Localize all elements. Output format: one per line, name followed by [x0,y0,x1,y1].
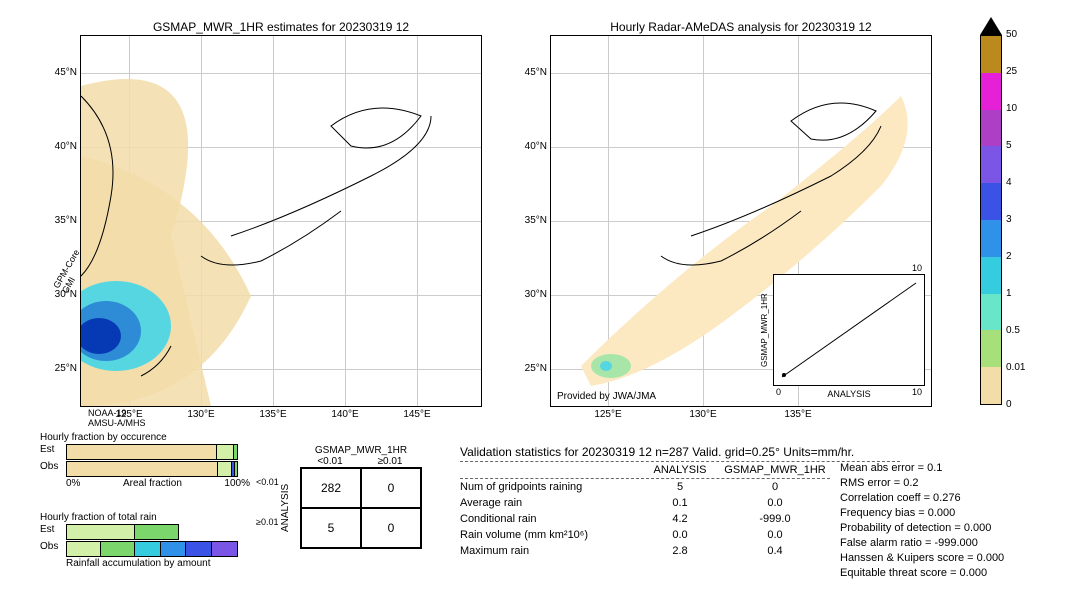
lat-tick: 40°N [517,141,547,153]
lon-tick: 125°E [588,409,628,420]
ct-cell: 5 [301,508,361,548]
frac-0pct: 0% [66,478,80,489]
stats-col2: GSMAP_MWR_1HR [720,464,830,476]
lon-tick: 130°E [181,409,221,420]
fraction-tot-title: Hourly fraction of total rain [40,512,250,523]
ct-cell: 0 [361,508,421,548]
lat-tick: 25°N [47,363,77,375]
lon-tick: 135°E [253,409,293,420]
fraction-occurrence: Hourly fraction by occurence EstObs 0% A… [40,432,250,489]
scatter-inset: ANALYSIS GSMAP_MWR_1HR 10 0 10 [773,274,925,386]
inset-xlabel: ANALYSIS [774,389,924,399]
colorbar: 502510543210.50.010 [980,35,1002,405]
stats-right: Mean abs error = 0.1RMS error = 0.2Corre… [840,462,1004,582]
inset-ylabel: GSMAP_MWR_1HR [760,275,769,385]
lon-tick: 130°E [683,409,723,420]
left-map-panel: GSMAP_MWR_1HR estimates for 20230319 12 … [80,35,482,407]
ct-title: GSMAP_MWR_1HR [300,445,422,456]
frac-caption: Rainfall accumulation by amount [66,558,250,569]
stats-col1: ANALYSIS [640,464,720,476]
fraction-total: Hourly fraction of total rain EstObs Rai… [40,512,250,569]
stats-header: Validation statistics for 20230319 12 n=… [460,445,1060,459]
right-map-panel: Hourly Radar-AMeDAS analysis for 2023031… [550,35,932,407]
lat-tick: 45°N [517,67,547,79]
ct-cell: 282 [301,468,361,508]
frac-100pct: 100% [224,478,250,489]
contingency-table: GSMAP_MWR_1HR <0.01 ≥0.01 ANALYSIS 282 0… [280,445,422,549]
lat-tick: 30°N [517,289,547,301]
ct-cell: 0 [361,468,421,508]
lat-tick: 40°N [47,141,77,153]
left-map-title: GSMAP_MWR_1HR estimates for 20230319 12 [81,20,481,34]
sat-label-noaa: NOAA-19AMSU-A/MHS [88,408,146,428]
lon-tick: 140°E [325,409,365,420]
fraction-occ-title: Hourly fraction by occurence [40,432,250,443]
lon-tick: 145°E [397,409,437,420]
right-map-title: Hourly Radar-AMeDAS analysis for 2023031… [551,20,931,34]
lat-tick: 35°N [47,215,77,227]
lat-tick: 25°N [517,363,547,375]
lat-tick: 35°N [517,215,547,227]
frac-axis-lbl: Areal fraction [123,478,182,489]
provider-label: Provided by JWA/JMA [557,391,656,402]
left-map-svg [81,36,481,406]
lon-tick: 135°E [778,409,818,420]
lat-tick: 45°N [47,67,77,79]
